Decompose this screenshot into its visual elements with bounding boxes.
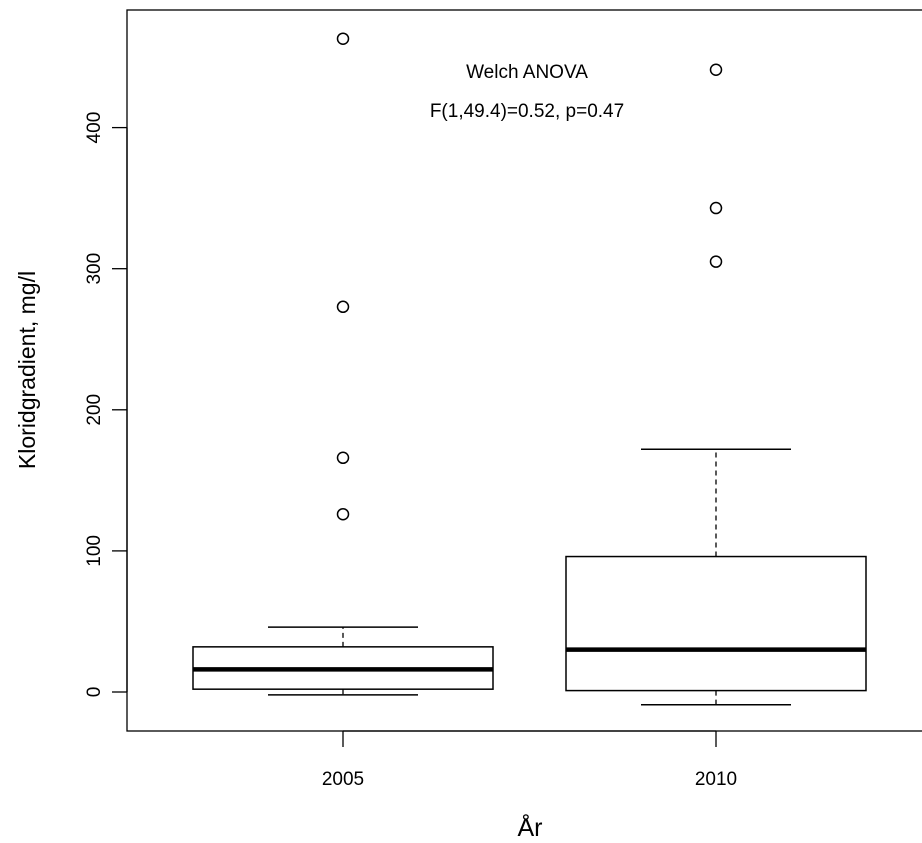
outlier-point <box>709 63 723 76</box>
outlier-point <box>336 451 350 465</box>
x-tick-label-2005: 2005 <box>322 769 364 790</box>
outlier-point <box>336 300 350 314</box>
y-axis: 0 100 200 300 400 <box>84 112 128 698</box>
outlier-point <box>336 507 350 521</box>
outlier-point <box>336 32 350 45</box>
y-tick-label-400: 400 <box>84 112 105 144</box>
box-iqr <box>565 555 867 692</box>
x-axis-label: År <box>518 812 543 842</box>
y-tick-label-100: 100 <box>84 535 105 567</box>
y-axis-label: Kloridgradient, mg/l <box>14 271 40 469</box>
box-group-2010 <box>565 63 867 706</box>
y-tick-label-200: 200 <box>84 394 105 426</box>
annotation-test-name: Welch ANOVA <box>466 62 588 83</box>
annotation-test-result: F(1,49.4)=0.52, p=0.47 <box>430 101 624 122</box>
outlier-point <box>709 201 723 215</box>
x-axis: 2005 2010 <box>322 730 737 790</box>
y-tick-label-300: 300 <box>84 253 105 285</box>
outlier-point <box>709 255 723 268</box>
x-tick-label-2010: 2010 <box>695 769 737 790</box>
box-series <box>192 32 867 706</box>
y-tick-label-0: 0 <box>84 687 105 698</box>
box-group-2005 <box>192 32 494 696</box>
